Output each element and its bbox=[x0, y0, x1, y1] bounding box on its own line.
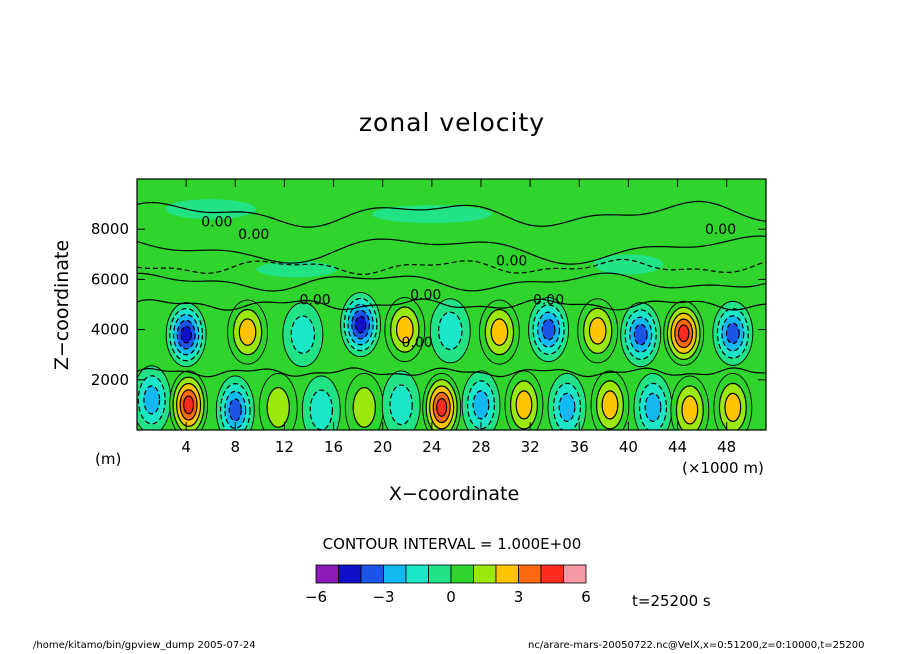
contour-value-label: 0.00 bbox=[410, 287, 441, 303]
upper-vortex-level bbox=[490, 318, 509, 346]
colorbar: −6 −3 0 3 6 bbox=[305, 564, 591, 606]
contour-lines: 0.00 0.00 0.00 0.00 0.00 0.00 0.00 0.00 bbox=[137, 200, 766, 378]
lower-vortex-level bbox=[266, 386, 290, 428]
contour-value-label: 0.00 bbox=[300, 293, 331, 309]
contour-line bbox=[137, 367, 766, 378]
x-tick-label: 12 bbox=[275, 438, 294, 456]
field-patch bbox=[371, 205, 492, 224]
upper-vortex-level bbox=[588, 317, 607, 345]
field-patch bbox=[256, 261, 337, 278]
x-tick-label: 16 bbox=[324, 438, 343, 456]
contour-line bbox=[137, 298, 766, 311]
contour-value-label: 0.00 bbox=[238, 227, 269, 243]
footer-right-text: nc/arare-mars-20050722.nc@VelX,x=0:51200… bbox=[528, 640, 865, 651]
contour-value-label: 0.00 bbox=[705, 222, 736, 238]
lower-vortex-level bbox=[644, 392, 662, 423]
lower-vortex-level bbox=[724, 392, 742, 423]
x-tick-label: 48 bbox=[717, 438, 736, 456]
x-axis-unit: (×1000 m) bbox=[682, 459, 764, 477]
x-tick-label: 8 bbox=[231, 438, 241, 456]
colorbar-cell bbox=[540, 564, 564, 584]
colorbar-tick-label: 3 bbox=[514, 588, 524, 606]
x-tick-label: 20 bbox=[373, 438, 392, 456]
contour-value-label: 0.00 bbox=[533, 293, 564, 309]
colorbar-tick-label: 0 bbox=[446, 588, 456, 606]
y-tick-label: 6000 bbox=[91, 270, 129, 288]
contour-interval-label: CONTOUR INTERVAL = 1.000E+00 bbox=[322, 535, 582, 553]
field-patch bbox=[165, 199, 256, 220]
chart-title: zonal velocity bbox=[358, 108, 546, 137]
colorbar-cell bbox=[360, 564, 384, 584]
y-tick-label: 4000 bbox=[91, 321, 129, 339]
y-tick-label: 2000 bbox=[91, 371, 129, 389]
colorbar-cell bbox=[383, 564, 407, 584]
upper-vortex-level bbox=[180, 325, 192, 344]
upper-vortex-level bbox=[290, 315, 316, 354]
lower-vortex-level bbox=[515, 390, 533, 420]
lower-vortex-level bbox=[601, 390, 619, 420]
upper-vortex-level bbox=[541, 318, 556, 341]
contour-value-label: 0.00 bbox=[402, 335, 433, 351]
x-axis: 4 8 12 16 20 24 28 32 36 40 44 48 bbox=[181, 179, 736, 456]
lower-vortex-level bbox=[558, 392, 576, 423]
plot-frame bbox=[136, 178, 767, 431]
y-axis: 2000 4000 6000 8000 bbox=[91, 220, 766, 389]
colorbar-cell bbox=[315, 564, 339, 584]
x-tick-label: 28 bbox=[471, 438, 490, 456]
colorbar-tick-label: −3 bbox=[372, 588, 394, 606]
colorbar-cell bbox=[338, 564, 362, 584]
upper-vortex-level bbox=[238, 318, 257, 346]
colorbar-cell bbox=[563, 564, 587, 584]
upper-vortex-level bbox=[725, 322, 740, 345]
field-patch bbox=[593, 254, 664, 275]
contour-line bbox=[137, 258, 766, 276]
x-axis-label: X−coordinate bbox=[388, 483, 520, 505]
lower-vortex-level bbox=[228, 398, 242, 422]
colorbar-cell bbox=[450, 564, 474, 584]
contour-line bbox=[137, 272, 766, 292]
contour-line bbox=[137, 235, 766, 265]
footer-left-text: /home/kitamo/bin/gpview_dump 2005-07-24 bbox=[33, 640, 256, 651]
lower-vortex-level bbox=[143, 385, 161, 415]
x-tick-label: 36 bbox=[570, 438, 589, 456]
colorbar-tick-label: 6 bbox=[581, 588, 591, 606]
contour-line bbox=[137, 200, 766, 228]
contour-value-label: 0.00 bbox=[496, 254, 527, 270]
colorbar-cell bbox=[518, 564, 542, 584]
y-tick-label: 8000 bbox=[91, 220, 129, 238]
colorbar-cell bbox=[495, 564, 519, 584]
lower-vortex-level bbox=[472, 390, 490, 420]
lower-vortex-level bbox=[436, 397, 448, 417]
upper-vortex-level bbox=[354, 315, 367, 334]
colorbar-cell bbox=[405, 564, 429, 584]
lower-vortex-level bbox=[681, 395, 699, 425]
upper-vortex-level bbox=[438, 311, 463, 351]
x-tick-label: 4 bbox=[181, 438, 191, 456]
time-label: t=25200 s bbox=[632, 592, 711, 610]
colorbar-cell bbox=[473, 564, 497, 584]
lower-vortex-level bbox=[309, 389, 333, 430]
contour-value-label: 0.00 bbox=[201, 215, 232, 231]
colorbar-tick-label: −6 bbox=[305, 588, 327, 606]
lower-vortex-level bbox=[389, 384, 413, 426]
y-axis-unit: (m) bbox=[95, 450, 122, 468]
lower-vortex-level bbox=[183, 395, 195, 415]
upper-vortex-level bbox=[677, 324, 690, 343]
lower-vortex-level bbox=[352, 386, 376, 428]
colorbar-cell bbox=[428, 564, 452, 584]
x-tick-label: 24 bbox=[422, 438, 441, 456]
x-tick-label: 44 bbox=[668, 438, 687, 456]
upper-vortex-level bbox=[633, 323, 648, 346]
x-tick-label: 32 bbox=[521, 438, 540, 456]
upper-vortex-level bbox=[395, 315, 414, 344]
x-tick-label: 40 bbox=[619, 438, 638, 456]
contour-field bbox=[137, 179, 766, 430]
